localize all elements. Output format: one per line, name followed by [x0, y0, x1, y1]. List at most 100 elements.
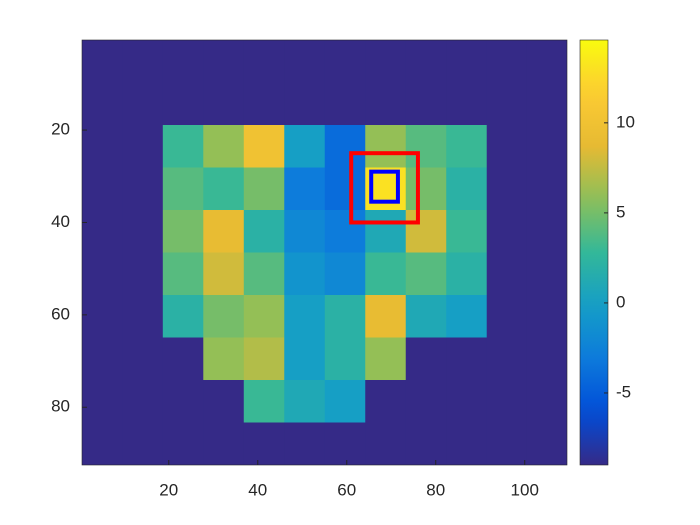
heatmap-cell — [203, 82, 245, 126]
heatmap-cell — [284, 82, 326, 126]
heatmap-cell — [486, 210, 528, 253]
heatmap-cell — [324, 40, 366, 83]
heatmap-cell — [162, 380, 204, 423]
heatmap-cell — [203, 380, 245, 423]
heatmap-cell — [82, 337, 123, 381]
heatmap-cell — [284, 295, 326, 338]
axes-frame — [81, 39, 568, 466]
heatmap-cell — [82, 422, 123, 465]
heatmap-cell — [284, 252, 326, 296]
heatmap-cell — [284, 210, 326, 253]
heatmap-cell — [405, 125, 447, 168]
colorbar-tick-label: 10 — [616, 112, 635, 131]
heatmap-cell — [243, 82, 285, 126]
colorbar — [579, 39, 609, 466]
heatmap-cell — [486, 295, 528, 338]
heatmap-cell — [203, 337, 245, 381]
heatmap-cell — [365, 422, 407, 465]
heatmap-cell — [446, 380, 488, 423]
heatmap-cell — [365, 295, 407, 338]
heatmap-cell — [405, 337, 447, 381]
heatmap-cell — [82, 167, 123, 211]
heatmap-cell — [526, 82, 567, 126]
heatmap-cell — [162, 40, 204, 83]
heatmap-cell — [82, 82, 123, 126]
heatmap-cell — [203, 252, 245, 296]
heatmap-cell — [243, 337, 285, 381]
colorbar-tick-label: 5 — [616, 202, 625, 221]
heatmap-cell — [162, 167, 204, 211]
heatmap-cell — [405, 40, 447, 83]
heatmap-cell — [324, 252, 366, 296]
roi-box — [349, 151, 420, 225]
heatmap-cell — [243, 380, 285, 423]
heatmap-cell — [162, 252, 204, 296]
heatmap-cell — [122, 82, 164, 126]
heatmap-cell — [162, 295, 204, 338]
heatmap-cell — [405, 422, 447, 465]
heatmap-cell — [365, 40, 407, 83]
heatmap-cell — [405, 167, 447, 211]
heatmap-cell — [486, 40, 528, 83]
heatmap-cell — [405, 295, 447, 338]
heatmap-cell — [243, 167, 285, 211]
heatmap-cell — [324, 167, 366, 211]
heatmap-cell — [486, 252, 528, 296]
x-tick-label: 60 — [337, 480, 356, 499]
heatmap-cell — [405, 82, 447, 126]
heatmap-cell — [82, 40, 123, 83]
heatmap-cell — [486, 422, 528, 465]
heatmap-cell — [324, 295, 366, 338]
heatmap-cell — [446, 337, 488, 381]
heatmap-cell — [203, 295, 245, 338]
heatmap-cell — [243, 252, 285, 296]
heatmap-cell — [284, 125, 326, 168]
heatmap-cell — [324, 337, 366, 381]
x-tick-label: 100 — [511, 480, 539, 499]
heatmap-cell — [446, 167, 488, 211]
x-tick-label: 40 — [248, 480, 267, 499]
heatmap-cell — [365, 337, 407, 381]
heatmap-cell — [284, 380, 326, 423]
heatmap-cell — [162, 82, 204, 126]
y-tick-label: 40 — [51, 212, 70, 231]
roi-box — [369, 169, 400, 204]
heatmap-cell — [82, 252, 123, 296]
heatmap-cell — [486, 167, 528, 211]
heatmap-cell — [284, 337, 326, 381]
heatmap-cell — [122, 295, 164, 338]
heatmap-cell — [526, 167, 567, 211]
heatmap-cell — [82, 210, 123, 253]
heatmap-cell — [203, 422, 245, 465]
heatmap-cell — [122, 210, 164, 253]
heatmap — [82, 40, 567, 465]
heatmap-cell — [243, 125, 285, 168]
heatmap-cell — [405, 210, 447, 253]
heatmap-cell — [486, 380, 528, 423]
heatmap-cell — [284, 40, 326, 83]
x-tick-label: 80 — [426, 480, 445, 499]
heatmap-cell — [324, 125, 366, 168]
heatmap-cell — [324, 380, 366, 423]
heatmap-cell — [526, 295, 567, 338]
colorbar-tick-label: -5 — [616, 382, 631, 401]
heatmap-cell — [122, 40, 164, 83]
heatmap-cell — [526, 40, 567, 83]
heatmap-cell — [162, 210, 204, 253]
y-tick-label: 60 — [51, 304, 70, 323]
heatmap-cell — [324, 82, 366, 126]
heatmap-cell — [446, 295, 488, 338]
heatmap-cell — [284, 167, 326, 211]
heatmap-cell — [122, 337, 164, 381]
heatmap-cell — [162, 337, 204, 381]
heatmap-cell — [446, 252, 488, 296]
y-tick-label: 20 — [51, 120, 70, 139]
y-tick-label: 80 — [51, 397, 70, 416]
heatmap-cell — [122, 125, 164, 168]
heatmap-cell — [526, 337, 567, 381]
heatmap-cell — [122, 252, 164, 296]
colorbar-tick-label: 0 — [616, 292, 625, 311]
heatmap-cell — [526, 422, 567, 465]
heatmap-cell — [122, 422, 164, 465]
